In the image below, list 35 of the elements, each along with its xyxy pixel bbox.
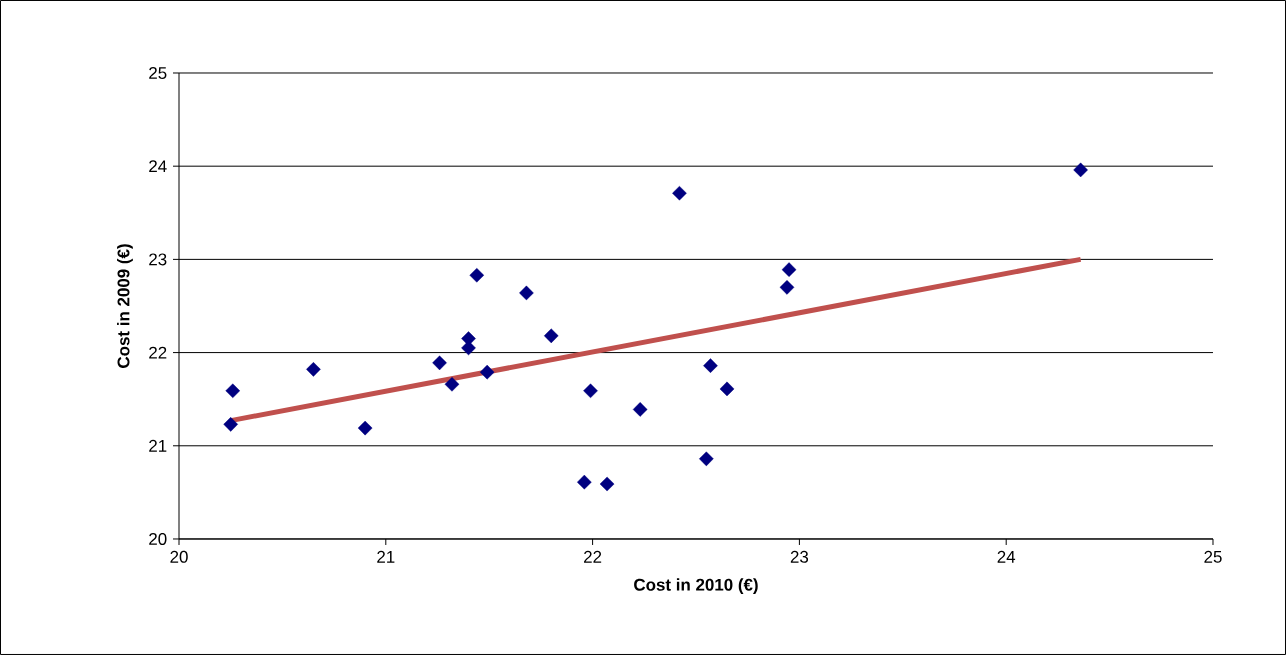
x-axis-title: Cost in 2010 (€)	[634, 578, 758, 595]
point	[444, 377, 460, 392]
y-tick-label: 21	[149, 439, 167, 452]
point	[672, 185, 687, 201]
point	[703, 358, 718, 373]
x-tick-label: 25	[1204, 550, 1222, 563]
y-tick-label: 22	[149, 346, 167, 359]
y-tick-label: 24	[149, 160, 167, 173]
point	[577, 474, 592, 490]
x-tick-label: 22	[584, 550, 602, 563]
x-tick-label: 21	[377, 550, 395, 563]
point	[583, 383, 598, 399]
y-tick-label: 23	[149, 253, 167, 266]
point	[599, 476, 615, 492]
point	[781, 262, 797, 277]
point	[543, 328, 559, 344]
x-tick-label: 20	[170, 550, 188, 563]
point	[719, 381, 735, 397]
point	[779, 280, 795, 295]
y-tick-label: 25	[149, 66, 167, 79]
point	[699, 451, 714, 467]
y-tick-label: 20	[149, 532, 167, 545]
point	[469, 267, 485, 283]
point	[519, 285, 534, 301]
point	[1073, 162, 1088, 178]
y-axis-title: Cost in 2009 (€)	[117, 244, 133, 368]
point	[632, 402, 648, 417]
point	[357, 420, 373, 436]
point	[306, 362, 321, 377]
x-tick-label: 24	[997, 550, 1016, 563]
point	[223, 417, 238, 432]
point	[432, 355, 447, 371]
x-tick-label: 23	[790, 550, 809, 563]
point	[225, 383, 241, 399]
point	[479, 364, 495, 380]
